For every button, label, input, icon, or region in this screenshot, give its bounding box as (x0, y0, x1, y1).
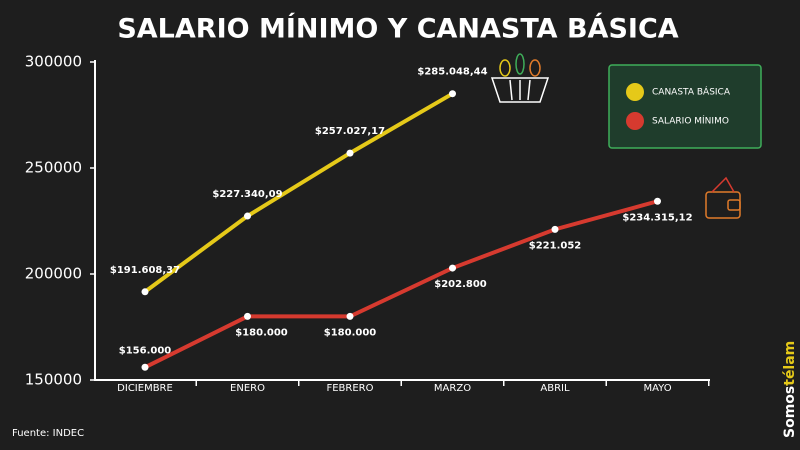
brand-prefix: Somostélam (782, 341, 798, 438)
source-note: Fuente: INDEC (12, 428, 84, 439)
y-tick-label: 300000 (25, 53, 82, 71)
value-label: $227.340,09 (212, 189, 282, 200)
legend-swatch (626, 112, 644, 130)
basket-icon (490, 53, 550, 103)
brand-prefix-text: Somos (782, 386, 798, 438)
legend-label: CANASTA BÁSICA (652, 86, 731, 98)
y-tick-label: 150000 (25, 371, 82, 389)
brand: Somostélam (782, 341, 798, 438)
brand-suffix-text: télam (782, 341, 798, 386)
legend-swatch (626, 83, 644, 101)
data-point (346, 149, 354, 157)
x-tick-label: FEBRERO (326, 383, 373, 394)
series-line (143, 91, 454, 294)
x-tick-label: MARZO (434, 383, 471, 394)
data-point (141, 363, 149, 371)
value-label: $180.000 (324, 327, 377, 338)
value-label: $180.000 (235, 327, 288, 338)
x-tick-label: DICIEMBRE (117, 383, 173, 394)
value-label: $285.048,44 (417, 67, 487, 78)
x-tick-label: MAYO (643, 383, 671, 394)
legend-box (608, 64, 762, 149)
x-tick-label: ABRIL (540, 383, 570, 394)
chart-title: SALARIO MÍNIMO Y CANASTA BÁSICA (117, 13, 678, 45)
data-point (346, 312, 354, 320)
legend-label: SALARIO MÍNIMO (652, 115, 729, 127)
data-point (654, 197, 661, 205)
data-point (244, 212, 251, 220)
data-point (244, 312, 251, 320)
value-label: $156.000 (119, 345, 172, 356)
value-label: $191.608,37 (110, 265, 180, 276)
y-tick-label: 250000 (25, 159, 82, 177)
value-label: $202.800 (434, 279, 487, 290)
value-label: $257.027,17 (315, 126, 385, 137)
x-tick-label: ENERO (230, 383, 265, 394)
data-point (141, 288, 149, 296)
value-label: $234.315,12 (622, 212, 692, 223)
wallet-icon (705, 176, 741, 219)
series-line (144, 199, 659, 370)
data-point (449, 90, 456, 98)
value-label: $221.052 (529, 240, 582, 251)
y-tick-label: 200000 (25, 265, 82, 283)
data-point (449, 264, 456, 272)
data-point (551, 225, 559, 233)
